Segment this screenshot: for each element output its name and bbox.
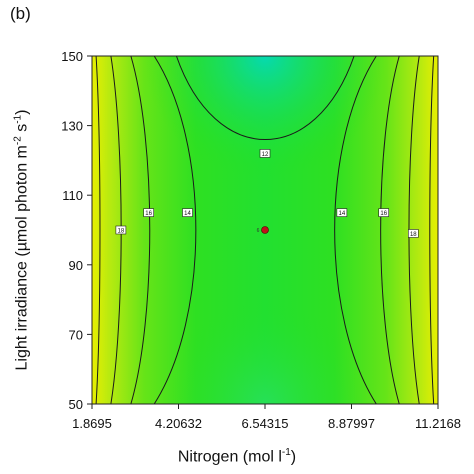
contour-label: 16 [378,208,390,217]
contour-label: 14 [336,208,348,217]
contour-line-16-right [380,56,400,404]
contour-label-box [182,208,193,217]
center-point-label: 6 [257,228,260,234]
contour-line-20-left [95,56,101,404]
x-tick-label: 4.20632 [155,416,202,431]
x-axis-label: Nitrogen (mol l-1) [177,447,297,466]
y-tick-label: 150 [61,49,83,64]
x-tick-label: 8.87997 [328,416,375,431]
y-tick-label: 70 [69,327,83,342]
contour-label: 18 [115,225,127,235]
y-axis-label: Light irradiance (µmol photon m-2 s-1) [12,109,31,371]
contour-label-box [378,208,390,217]
contour-label-box [408,229,419,238]
contour-line-16-left [130,56,151,404]
x-tick-label: 6.54315 [242,416,289,431]
contour-labels: 12 14 14 16 16 18 18 [115,149,419,238]
contour-line-20-right [429,56,435,404]
y-tick-label: 110 [62,188,83,203]
panel-label: (b) [10,4,31,23]
contour-label-text: 16 [145,211,152,217]
x-axis: 1.8695 4.20632 6.54315 8.87997 11.2168 [72,404,461,431]
contour-line-12 [175,56,355,140]
design-point: 6 [257,226,269,234]
contour-label: 14 [182,208,193,217]
y-tick-label: 130 [61,119,83,134]
contour-line-14-right [334,56,377,404]
contour-label-text: 18 [118,229,125,235]
contour-label-text: 14 [339,211,346,217]
contour-lines [95,56,435,404]
contour-label-text: 14 [184,211,191,217]
y-axis: 50 70 90 110 130 150 [61,49,92,412]
y-tick-label: 90 [69,258,83,273]
contour-line-14-left [153,56,197,404]
x-tick-label: 11.2168 [415,416,461,431]
x-tick-label: 1.8695 [72,416,112,431]
center-point-marker [261,226,269,234]
contour-label-text: 16 [380,211,387,217]
contour-label: 12 [259,149,271,158]
contour-label-box [259,149,271,158]
contour-label-text: 12 [262,152,269,158]
contour-label-box [143,208,154,217]
y-tick-label: 50 [69,397,83,412]
contour-label: 18 [408,229,419,238]
contour-label-text: 18 [410,232,417,238]
contour-label-box [115,225,127,235]
contour-label-box [336,208,348,217]
contour-label: 16 [143,208,154,217]
